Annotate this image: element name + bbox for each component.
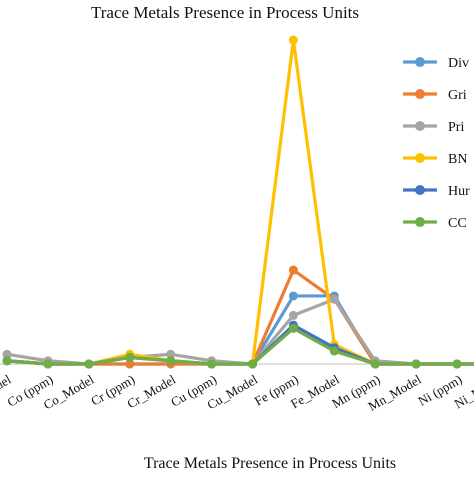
data-point-CC-4 xyxy=(166,356,175,365)
series-Div xyxy=(3,291,474,368)
legend-label-BN: BN xyxy=(448,152,467,167)
data-point-CC-3 xyxy=(125,353,134,362)
data-point-CC-9 xyxy=(371,360,380,369)
legend-item-CC: CC xyxy=(403,216,467,231)
series-line-Hur xyxy=(7,325,474,364)
data-point-CC-0 xyxy=(3,356,12,365)
data-point-Pri-8 xyxy=(330,295,339,304)
series-BN xyxy=(3,36,474,369)
series-Pri xyxy=(3,295,474,369)
data-point-CC-5 xyxy=(207,360,216,369)
data-point-CC-7 xyxy=(289,324,298,333)
data-point-CC-2 xyxy=(84,360,93,369)
legend-item-BN: BN xyxy=(403,152,467,167)
legend-item-Pri: Pri xyxy=(403,120,464,135)
series-line-Div xyxy=(7,296,474,364)
series-line-CC xyxy=(7,328,474,364)
legend-marker-Hur xyxy=(415,185,425,195)
legend-label-Pri: Pri xyxy=(448,120,464,135)
legend-marker-BN xyxy=(415,153,425,163)
series-Gri xyxy=(3,266,474,369)
data-point-CC-1 xyxy=(44,360,53,369)
legend-label-Gri: Gri xyxy=(448,88,467,103)
legend-item-Div: Div xyxy=(403,56,469,71)
legend-item-Hur: Hur xyxy=(403,184,470,199)
legend: Div Gri Pri BN Hur CC xyxy=(403,56,470,231)
legend-label-CC: CC xyxy=(448,216,467,231)
legend-marker-CC xyxy=(415,217,425,227)
chart-title: Trace Metals Presence in Process Units xyxy=(91,3,359,22)
data-point-CC-6 xyxy=(248,360,257,369)
legend-label-Hur: Hur xyxy=(448,184,470,199)
data-point-Div-7 xyxy=(289,291,298,300)
legend-marker-Gri xyxy=(415,89,425,99)
legend-marker-Pri xyxy=(415,121,425,131)
data-point-Pri-7 xyxy=(289,311,298,320)
data-point-CC-11 xyxy=(453,360,462,369)
series-line-BN xyxy=(7,40,474,364)
x-axis-title: Trace Metals Presence in Process Units xyxy=(144,455,396,472)
data-point-CC-10 xyxy=(412,360,421,369)
legend-marker-Div xyxy=(415,57,425,67)
data-point-BN-7 xyxy=(289,36,298,45)
plot-area xyxy=(0,36,474,369)
series-line-Pri xyxy=(7,299,474,364)
legend-item-Gri: Gri xyxy=(403,88,467,103)
legend-label-Div: Div xyxy=(448,56,469,71)
data-point-Gri-7 xyxy=(289,266,298,275)
data-point-CC-8 xyxy=(330,347,339,356)
series-line-Gri xyxy=(7,270,474,364)
